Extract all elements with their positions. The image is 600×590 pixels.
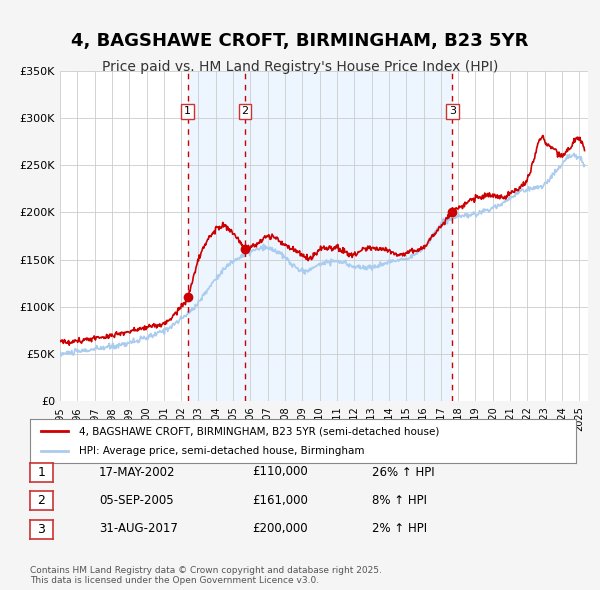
Text: 1: 1 (37, 466, 46, 479)
Text: 2% ↑ HPI: 2% ↑ HPI (372, 522, 427, 535)
Text: Price paid vs. HM Land Registry's House Price Index (HPI): Price paid vs. HM Land Registry's House … (102, 60, 498, 74)
Text: 17-MAY-2002: 17-MAY-2002 (99, 466, 176, 478)
Text: 2: 2 (241, 106, 248, 116)
Text: Contains HM Land Registry data © Crown copyright and database right 2025.
This d: Contains HM Land Registry data © Crown c… (30, 566, 382, 585)
Text: 26% ↑ HPI: 26% ↑ HPI (372, 466, 434, 478)
Bar (245, 71, 452, 401)
Text: £110,000: £110,000 (252, 466, 308, 478)
Text: 1: 1 (184, 106, 191, 116)
Text: £200,000: £200,000 (252, 522, 308, 535)
Text: 3: 3 (449, 106, 456, 116)
Text: 8% ↑ HPI: 8% ↑ HPI (372, 494, 427, 507)
Text: 4, BAGSHAWE CROFT, BIRMINGHAM, B23 5YR: 4, BAGSHAWE CROFT, BIRMINGHAM, B23 5YR (71, 32, 529, 50)
Text: 2: 2 (37, 494, 46, 507)
Text: 05-SEP-2005: 05-SEP-2005 (99, 494, 173, 507)
Text: 4, BAGSHAWE CROFT, BIRMINGHAM, B23 5YR (semi-detached house): 4, BAGSHAWE CROFT, BIRMINGHAM, B23 5YR (… (79, 427, 440, 436)
Text: £161,000: £161,000 (252, 494, 308, 507)
Bar (188, 71, 245, 401)
Text: 31-AUG-2017: 31-AUG-2017 (99, 522, 178, 535)
Text: 3: 3 (37, 523, 46, 536)
Text: HPI: Average price, semi-detached house, Birmingham: HPI: Average price, semi-detached house,… (79, 446, 365, 455)
